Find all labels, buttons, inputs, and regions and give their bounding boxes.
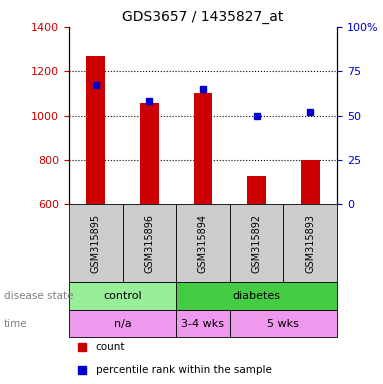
Text: percentile rank within the sample: percentile rank within the sample xyxy=(96,366,272,376)
Text: control: control xyxy=(103,291,142,301)
Bar xyxy=(301,160,319,204)
Text: disease state: disease state xyxy=(4,291,73,301)
Text: GSM315896: GSM315896 xyxy=(144,214,154,273)
Text: count: count xyxy=(96,342,125,352)
Text: time: time xyxy=(4,319,28,329)
FancyBboxPatch shape xyxy=(69,310,176,338)
Text: 3-4 wks: 3-4 wks xyxy=(182,319,224,329)
Bar xyxy=(87,56,105,204)
FancyBboxPatch shape xyxy=(230,204,283,282)
FancyBboxPatch shape xyxy=(69,282,176,310)
FancyBboxPatch shape xyxy=(69,204,123,282)
FancyBboxPatch shape xyxy=(176,204,230,282)
FancyBboxPatch shape xyxy=(123,204,176,282)
Text: n/a: n/a xyxy=(114,319,131,329)
Bar xyxy=(247,175,266,204)
FancyBboxPatch shape xyxy=(176,282,337,310)
Text: GSM315892: GSM315892 xyxy=(252,214,262,273)
FancyBboxPatch shape xyxy=(230,310,337,338)
Text: 5 wks: 5 wks xyxy=(267,319,300,329)
Bar xyxy=(193,93,212,204)
FancyBboxPatch shape xyxy=(283,204,337,282)
Title: GDS3657 / 1435827_at: GDS3657 / 1435827_at xyxy=(122,10,284,25)
Bar xyxy=(140,103,159,204)
Text: diabetes: diabetes xyxy=(232,291,281,301)
Text: GSM315895: GSM315895 xyxy=(91,214,101,273)
Text: GSM315893: GSM315893 xyxy=(305,214,315,273)
FancyBboxPatch shape xyxy=(176,310,230,338)
Text: GSM315894: GSM315894 xyxy=(198,214,208,273)
